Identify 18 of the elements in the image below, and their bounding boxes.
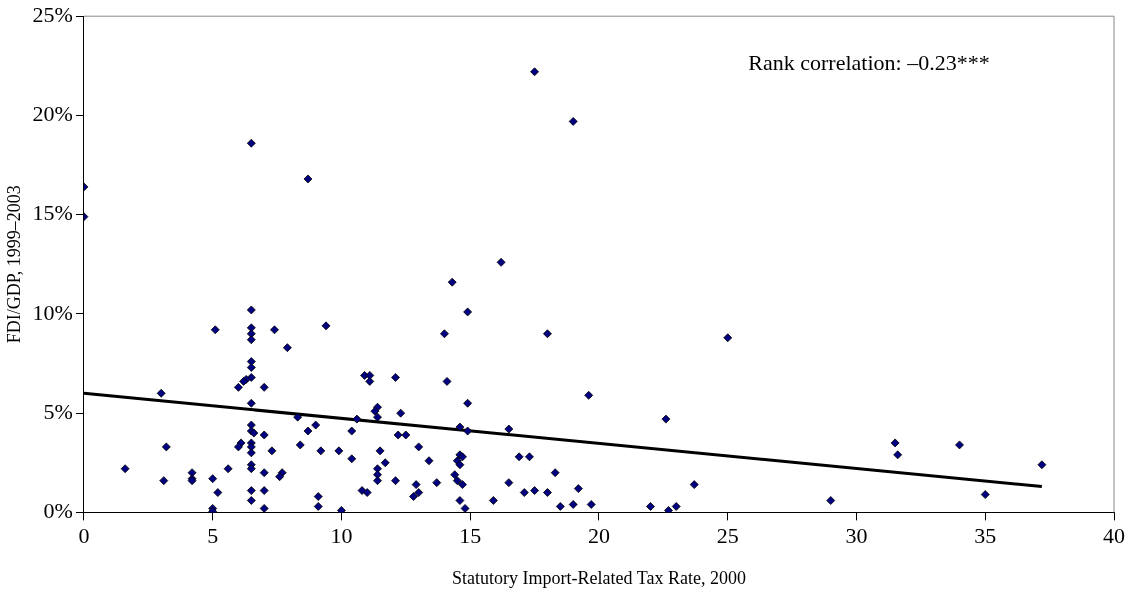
y-tick-label: 20% bbox=[32, 101, 73, 127]
y-axis-title: FDI/GDP, 1999–2003 bbox=[3, 185, 24, 344]
x-tick-label: 15 bbox=[459, 523, 482, 549]
x-tick-label: 35 bbox=[974, 523, 997, 549]
x-tick-label: 5 bbox=[207, 523, 219, 549]
x-tick-label: 10 bbox=[330, 523, 353, 549]
x-tick-label: 40 bbox=[1103, 523, 1125, 549]
x-tick-label: 25 bbox=[716, 523, 739, 549]
x-tick-label: 20 bbox=[587, 523, 610, 549]
y-tick-label: 15% bbox=[32, 200, 73, 226]
y-tick-label: 10% bbox=[32, 299, 73, 325]
y-tick-label: 25% bbox=[32, 1, 73, 27]
y-tick-label: 5% bbox=[43, 398, 73, 424]
annotation: Rank correlation: –0.23*** bbox=[748, 49, 990, 75]
x-tick-label: 0 bbox=[78, 523, 90, 549]
x-tick-label: 30 bbox=[845, 523, 868, 549]
y-tick-label: 0% bbox=[43, 498, 73, 524]
x-axis-title: Statutory Import-Related Tax Rate, 2000 bbox=[452, 567, 746, 588]
